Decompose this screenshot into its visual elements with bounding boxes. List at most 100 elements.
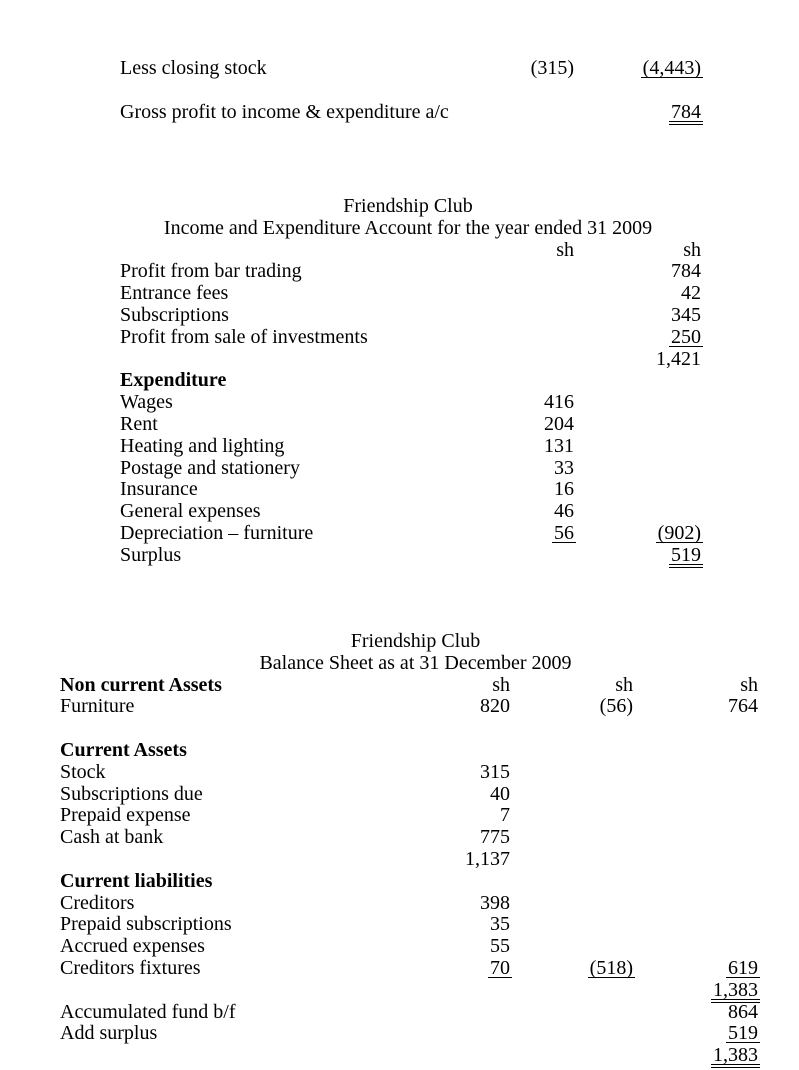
amount-cell: 784 <box>591 100 703 125</box>
table-row: Expenditure <box>0 370 799 392</box>
amount: 619 <box>726 956 760 979</box>
amount-cell: 775 <box>392 826 512 849</box>
amount-cell: 33 <box>456 456 576 480</box>
row-label: Furniture <box>60 695 135 718</box>
amount: 7 <box>500 804 510 827</box>
table-row: Add surplus 519 <box>0 1022 799 1045</box>
amount-cell: 1,383 <box>640 979 760 1003</box>
row-label: Rent <box>120 412 158 435</box>
amount-cell: 7 <box>392 804 512 827</box>
section-title: Friendship Club <box>343 195 473 217</box>
amount: 1,137 <box>465 847 510 870</box>
row-label: Stock <box>60 760 106 783</box>
table-row: 1,421 <box>0 347 799 371</box>
table-row: 1,383 <box>0 979 799 1003</box>
amount-cell: 398 <box>392 892 512 915</box>
table-row: General expenses 46 <box>0 500 799 523</box>
section-heading-label: Non current Assets <box>60 673 222 696</box>
column-header-cell: sh <box>515 673 635 697</box>
spacer-row <box>0 80 799 102</box>
amount-cell: 1,383 <box>640 1044 760 1069</box>
amount: 55 <box>490 935 510 958</box>
amount: 70 <box>488 956 512 979</box>
amount: 416 <box>544 391 574 414</box>
table-row: Current liabilities <box>0 870 799 893</box>
amount: 1,383 <box>711 1044 760 1069</box>
amount: (902) <box>655 521 703 544</box>
table-row: Accrued expenses 55 <box>0 935 799 958</box>
table-row: Accumulated fund b/f 864 <box>0 1000 799 1024</box>
table-row: Prepaid expense 7 <box>0 804 799 827</box>
row-label: Prepaid expense <box>60 804 191 827</box>
amount: 345 <box>671 303 701 326</box>
amount: 784 <box>669 100 703 125</box>
column-header-cell: sh <box>640 673 760 697</box>
amount: 775 <box>480 826 510 849</box>
amount: (4,443) <box>640 57 703 79</box>
column-header: sh <box>683 238 701 261</box>
amount-cell: (315) <box>456 57 576 80</box>
amount-cell: (56) <box>515 695 635 718</box>
table-row: Gross profit to income & expenditure a/c… <box>0 100 799 125</box>
income-expenditure-section: Friendship Club Income and Expenditure A… <box>0 195 799 568</box>
table-row: Stock 315 <box>0 760 799 784</box>
column-header: sh <box>615 673 633 696</box>
row-label: Entrance fees <box>120 282 229 305</box>
row-label: Subscriptions due <box>60 782 203 805</box>
amount: 1,421 <box>656 347 701 370</box>
amount-cell: (4,443) <box>591 57 703 80</box>
amount-cell: 519 <box>591 544 703 568</box>
table-row: Entrance fees 42 <box>0 282 799 305</box>
table-row: Heating and lighting 131 <box>0 434 799 458</box>
column-header-cell: sh <box>591 238 703 262</box>
row-label: Heating and lighting <box>120 434 285 457</box>
row-label: Subscriptions <box>120 303 229 326</box>
section-heading-label: Expenditure <box>120 369 227 392</box>
table-row: Profit from sale of investments 250 <box>0 325 799 349</box>
column-header: sh <box>740 673 758 696</box>
section-subtitle: Balance Sheet as at 31 December 2009 <box>259 651 572 674</box>
amount: 40 <box>490 782 510 805</box>
row-label: Less closing stock <box>120 57 267 79</box>
amount: 784 <box>671 260 701 283</box>
amount-cell: 55 <box>392 935 512 958</box>
amount-cell: 519 <box>640 1022 760 1045</box>
amount: 33 <box>554 456 574 479</box>
table-row: Creditors 398 <box>0 891 799 915</box>
amount-cell: 40 <box>392 782 512 806</box>
row-label: Creditors <box>60 891 135 914</box>
row-label: General expenses <box>120 500 261 523</box>
amount-cell: (902) <box>591 521 703 545</box>
amount-cell: 1,421 <box>591 347 703 371</box>
column-header-row: sh sh <box>0 238 799 262</box>
table-row: Wages 416 <box>0 391 799 414</box>
section-subtitle: Income and Expenditure Account for the y… <box>163 216 653 239</box>
table-row: Current Assets <box>0 738 799 762</box>
amount-cell: 315 <box>392 761 512 784</box>
amount: (56) <box>599 695 633 718</box>
row-label: Wages <box>120 391 173 414</box>
table-row: Furniture 820 (56) 764 <box>0 695 799 718</box>
amount-cell: 131 <box>456 435 576 458</box>
column-header: sh <box>492 673 510 696</box>
column-header-row: Non current Assets sh sh sh <box>0 673 799 697</box>
amount-cell: 416 <box>456 391 576 414</box>
row-label: Depreciation – furniture <box>120 521 314 544</box>
amount-cell: 1,137 <box>392 847 512 871</box>
table-row: Profit from bar trading 784 <box>0 260 799 283</box>
row-label: Add surplus <box>60 1022 158 1045</box>
table-row: 1,137 <box>0 847 799 871</box>
table-row: Less closing stock (315) (4,443) <box>0 57 799 80</box>
amount: 46 <box>554 500 574 523</box>
section-heading-label: Current Assets <box>60 738 187 761</box>
amount-cell: 764 <box>640 695 760 718</box>
amount: 250 <box>669 325 703 348</box>
amount: 56 <box>552 521 576 544</box>
amount: 864 <box>728 1000 758 1023</box>
table-row: 1,383 <box>0 1044 799 1069</box>
amount-cell: 16 <box>456 478 576 501</box>
table-row: Rent 204 <box>0 412 799 436</box>
table-row: Subscriptions due 40 <box>0 782 799 806</box>
table-row: Insurance 16 <box>0 478 799 501</box>
amount-cell: 35 <box>392 913 512 936</box>
